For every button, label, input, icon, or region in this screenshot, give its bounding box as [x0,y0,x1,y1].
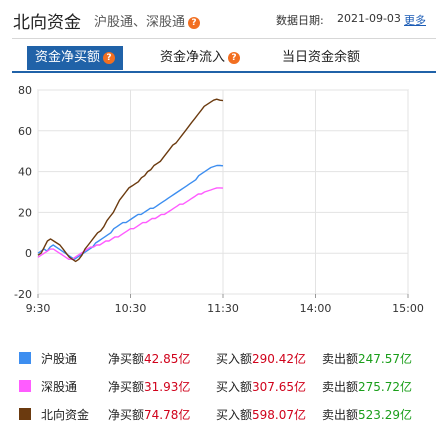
x-tick-label: 15:00 [392,302,424,315]
legend-sell: 卖出额275.72亿 [322,378,412,395]
tab-bar: 资金净买额? 资金净流入? 当日资金余额 [0,46,444,72]
legend-sell: 卖出额247.57亿 [322,350,412,367]
legend-swatch-sgt [19,380,31,392]
chart: -20 0 20 40 60 80 9:30 10:30 11:30 14:00 15:00 [14,84,424,315]
y-tick-label: 20 [18,206,32,219]
x-tick-label: 14:00 [300,302,332,315]
tab-net-buy[interactable]: 资金净买额? [27,46,124,70]
question-icon[interactable]: ? [228,52,241,64]
legend-net-value: 74.78亿 [144,408,191,422]
y-tick-label: -20 [14,288,32,301]
legend-name: 沪股通 [41,352,78,366]
series-line-1 [37,187,224,261]
tab-net-buy-label: 资金净买额 [35,50,101,65]
legend-sell-value: 275.72亿 [358,380,413,394]
legend-buy-value: 290.42亿 [252,352,307,366]
legend-row-north: 北向资金 净买额74.78亿 买入额598.07亿 卖出额523.29亿 [0,400,444,428]
legend-buy-label: 买入额 [216,380,253,394]
legend-sell-value: 523.29亿 [358,408,413,422]
x-tick-label: 9:30 [26,302,51,315]
tab-daily-balance-label: 当日资金余额 [282,50,361,65]
legend-swatch-hgt [19,352,31,364]
page-subtitle: 沪股通、深股通? [94,11,201,30]
legend-buy-value: 598.07亿 [252,408,307,422]
legend-net-label: 净买额 [108,352,145,366]
legend-buy-label: 买入额 [216,408,253,422]
tab-net-inflow[interactable]: 资金净流入? [160,46,241,70]
x-tick-label: 11:30 [207,302,239,315]
y-tick-label: 80 [18,84,32,97]
legend-buy-label: 买入额 [216,352,253,366]
legend-net: 净买额31.93亿 [108,378,190,395]
legend-net-label: 净买额 [108,408,145,422]
legend-name: 北向资金 [41,408,90,422]
more-link[interactable]: 更多 [404,14,426,27]
y-tick-label: 0 [25,247,32,260]
tab-daily-balance[interactable]: 当日资金余额 [282,46,360,70]
header: 北向资金 沪股通、深股通? 数据日期: 2021-09-03 更多 [0,0,444,36]
legend-buy: 买入额307.65亿 [216,378,306,395]
x-tick-label: 10:30 [115,302,147,315]
legend-buy-value: 307.65亿 [252,380,307,394]
date-value: 2021-09-03 [337,12,401,25]
tab-underline [12,71,436,73]
subtitle-text: 沪股通、深股通 [94,15,186,30]
y-tick-label: 40 [18,166,32,179]
date-label: 数据日期: [276,14,324,27]
header-divider [12,38,436,39]
legend-net: 净买额74.78亿 [108,406,190,423]
legend-row-hgt: 沪股通 净买额42.85亿 买入额290.42亿 卖出额247.57亿 [0,344,444,372]
y-tick-label: 60 [18,125,32,138]
legend-row-sgt: 深股通 净买额31.93亿 买入额307.65亿 卖出额275.72亿 [0,372,444,400]
series-line-2 [37,98,224,263]
legend-buy: 买入额290.42亿 [216,350,306,367]
legend-sell-label: 卖出额 [322,352,359,366]
legend-sell-label: 卖出额 [322,380,359,394]
legend-name: 深股通 [41,380,78,394]
legend-net-value: 42.85亿 [144,352,191,366]
legend-sell: 卖出额523.29亿 [322,406,412,423]
legend-sell-label: 卖出额 [322,408,359,422]
legend-swatch-north [19,408,31,420]
tab-net-inflow-label: 资金净流入 [160,50,226,65]
legend-buy: 买入额598.07亿 [216,406,306,423]
question-icon[interactable]: ? [103,52,116,64]
page-title: 北向资金 [13,13,81,33]
legend-net-label: 净买额 [108,380,145,394]
legend-net-value: 31.93亿 [144,380,191,394]
legend-sell-value: 247.57亿 [358,352,413,366]
legend-net: 净买额42.85亿 [108,350,190,367]
question-icon[interactable]: ? [188,17,201,29]
